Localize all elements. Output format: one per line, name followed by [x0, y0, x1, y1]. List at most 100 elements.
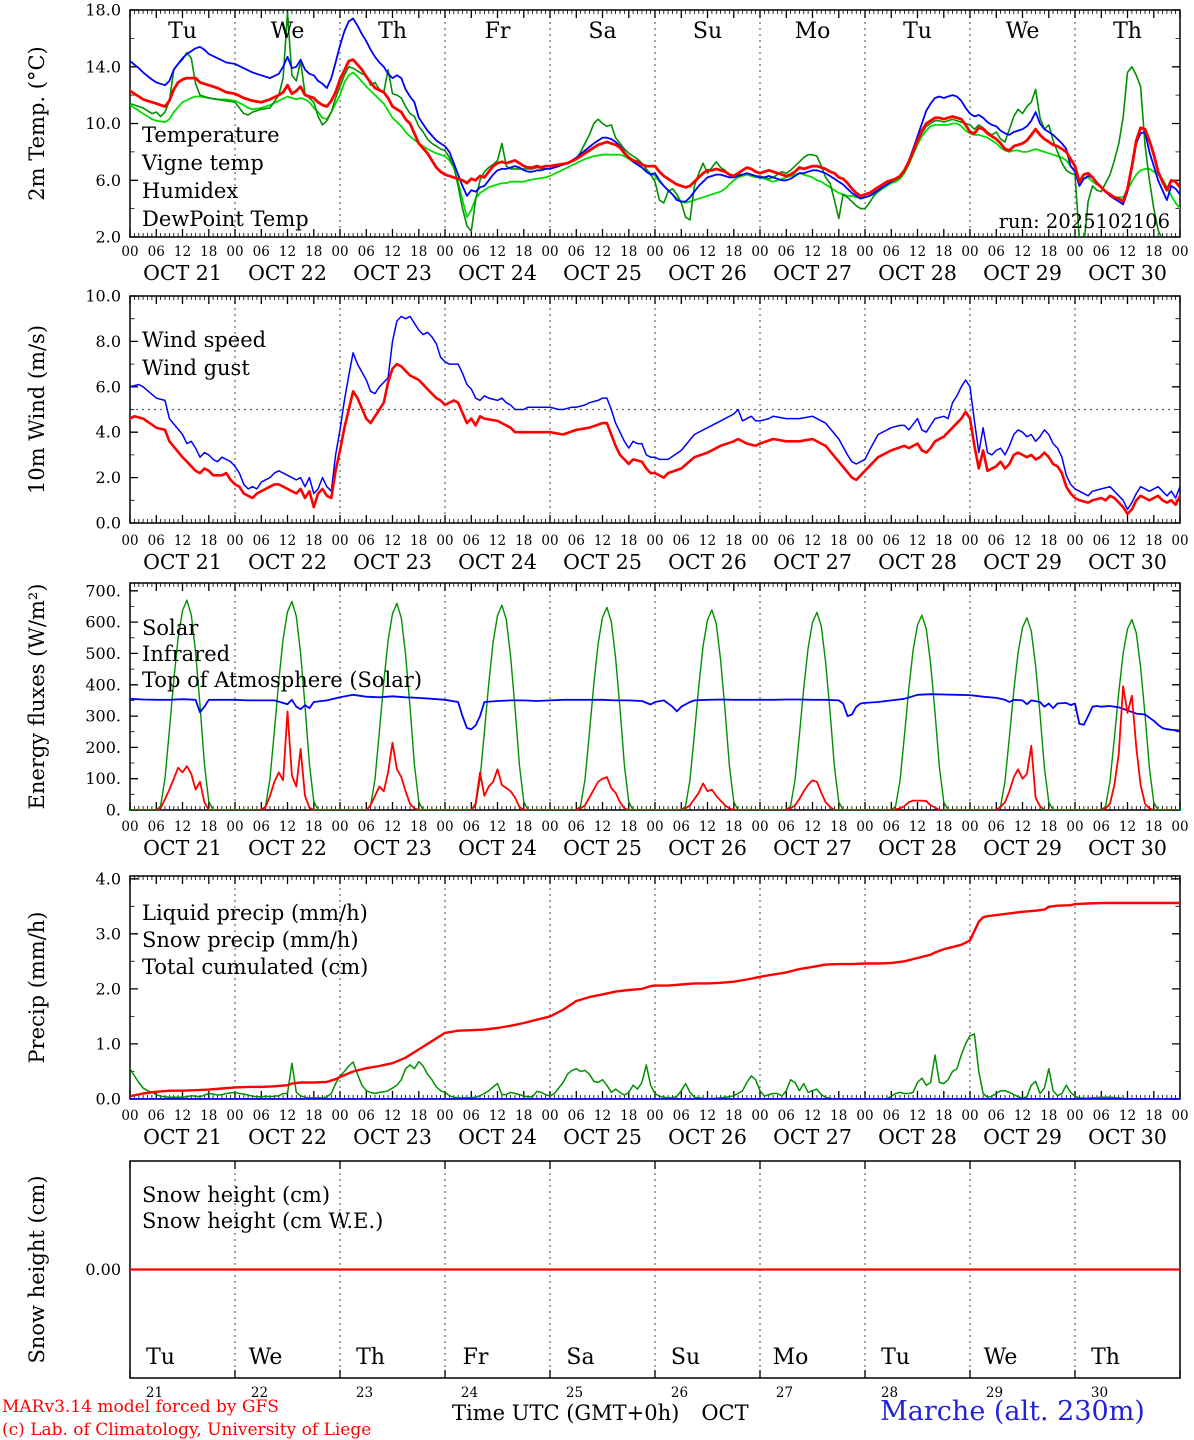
hour-label: 06 — [568, 819, 585, 835]
station-label: Marche (alt. 230m) — [880, 1396, 1145, 1427]
panel-precip: 0.0 1.0 2.0 3.0 4.0 Liquid precip (mm/h) Snow … — [25, 869, 1189, 1149]
date-label: OCT 30 — [1088, 261, 1167, 285]
date-label: OCT 27 — [773, 836, 852, 860]
day-name-label: Su — [693, 19, 722, 44]
y-axis-title: Precip (mm/h) — [25, 911, 49, 1063]
hour-label: 06 — [988, 533, 1005, 549]
date-label: OCT 29 — [983, 261, 1062, 285]
series-temperature — [130, 58, 1180, 203]
legend-temperature-2: Humidex — [142, 179, 238, 203]
hour-label: 12 — [909, 533, 926, 549]
hour-label: 18 — [1145, 244, 1162, 260]
series-vigne — [130, 12, 1163, 237]
hour-label: 12 — [1014, 1108, 1031, 1124]
hour-label: 12 — [699, 819, 716, 835]
hour-label: 12 — [174, 819, 191, 835]
series-group — [130, 599, 1180, 810]
hour-label: 06 — [673, 244, 690, 260]
day-name-label: Fr — [485, 19, 511, 44]
day-name-label: We — [1006, 19, 1040, 44]
hour-label: 06 — [463, 819, 480, 835]
model-credit-line: MARv3.14 model forced by GFS — [2, 1397, 279, 1417]
hour-label: 00 — [226, 1108, 243, 1124]
hour-label: 06 — [778, 533, 795, 549]
hour-label: 00 — [436, 819, 453, 835]
date-label: OCT 25 — [563, 550, 642, 574]
series-solar — [130, 685, 1180, 810]
y-major-ticks — [130, 9, 1180, 238]
date-label: OCT 22 — [248, 836, 327, 860]
day-name-label: Th — [1091, 1345, 1120, 1370]
day-number-label: 22 — [251, 1385, 268, 1401]
series-humidex — [130, 17, 1180, 206]
date-label: OCT 22 — [248, 550, 327, 574]
legend-precip-2: Total cumulated (cm) — [142, 955, 368, 979]
date-label: OCT 21 — [143, 1125, 222, 1149]
hour-label: 06 — [988, 1108, 1005, 1124]
hour-label: 06 — [358, 244, 375, 260]
hour-label: 00 — [331, 533, 348, 549]
hour-label: 06 — [673, 1108, 690, 1124]
hour-minor-ticks — [134, 583, 1176, 810]
hour-label: 00 — [121, 533, 138, 549]
day-name-label: We — [249, 1345, 283, 1370]
hour-label: 12 — [384, 533, 401, 549]
hour-label: 18 — [935, 1108, 952, 1124]
hour-label: 00 — [856, 533, 873, 549]
hour-label: 18 — [935, 244, 952, 260]
y-tick-label: 2.0 — [96, 468, 121, 487]
hour-label: 12 — [594, 533, 611, 549]
y-tick-label: 14.0 — [85, 57, 121, 76]
day-number-label: 26 — [671, 1385, 688, 1401]
hour-label: 12 — [804, 1108, 821, 1124]
time-axis-caption: Time UTC (GMT+0h) OCT — [452, 1401, 749, 1425]
date-label: OCT 25 — [563, 1125, 642, 1149]
legend-wind-1: Wind gust — [142, 356, 250, 380]
hour-label: 12 — [489, 819, 506, 835]
hour-label: 06 — [673, 533, 690, 549]
hour-label: 18 — [200, 1108, 217, 1124]
hour-label: 12 — [489, 533, 506, 549]
day-name-label: Tu — [168, 19, 197, 44]
hour-label: 12 — [279, 244, 296, 260]
y-tick-label: 0.0 — [96, 1090, 121, 1109]
day-gridlines — [234, 10, 1076, 237]
date-label: OCT 28 — [878, 261, 957, 285]
day-number-label: 29 — [986, 1385, 1003, 1401]
day-number-label: 24 — [461, 1385, 478, 1401]
date-label: OCT 23 — [353, 261, 432, 285]
date-label: OCT 24 — [458, 550, 537, 574]
date-label: OCT 21 — [143, 261, 222, 285]
hour-label: 00 — [856, 1108, 873, 1124]
date-label: OCT 29 — [983, 836, 1062, 860]
hour-label: 00 — [646, 244, 663, 260]
day-name-label: Tu — [903, 19, 932, 44]
date-label: OCT 30 — [1088, 836, 1167, 860]
date-label: OCT 28 — [878, 836, 957, 860]
hour-label: 00 — [1066, 1108, 1083, 1124]
hour-label: 06 — [358, 533, 375, 549]
panel-temperature: 2.0 6.0 10.0 14.0 18.0 Temperature Vigne temp H… — [25, 1, 1189, 286]
hour-label: 00 — [541, 533, 558, 549]
hour-label: 18 — [410, 533, 427, 549]
date-label: OCT 29 — [983, 1125, 1062, 1149]
y-tick-label: 8.0 — [96, 332, 121, 351]
hour-label: 00 — [226, 244, 243, 260]
y-tick-label: 100. — [85, 769, 121, 788]
y-tick-label: 0. — [106, 801, 121, 820]
date-label: OCT 26 — [668, 1125, 747, 1149]
hour-label: 18 — [725, 819, 742, 835]
hour-label: 00 — [331, 244, 348, 260]
hour-label: 18 — [200, 533, 217, 549]
date-label: OCT 25 — [563, 836, 642, 860]
day-name-label: We — [271, 19, 305, 44]
series-cumulated — [130, 901, 1180, 1098]
day-number-label: 30 — [1091, 1385, 1108, 1401]
hour-label: 18 — [830, 1108, 847, 1124]
series-dewpoint — [130, 71, 1180, 219]
day-name-label: Th — [378, 19, 407, 44]
hour-label: 12 — [1119, 1108, 1136, 1124]
hour-label: 00 — [121, 1108, 138, 1124]
series-speed — [130, 362, 1180, 516]
series-group — [130, 12, 1180, 237]
